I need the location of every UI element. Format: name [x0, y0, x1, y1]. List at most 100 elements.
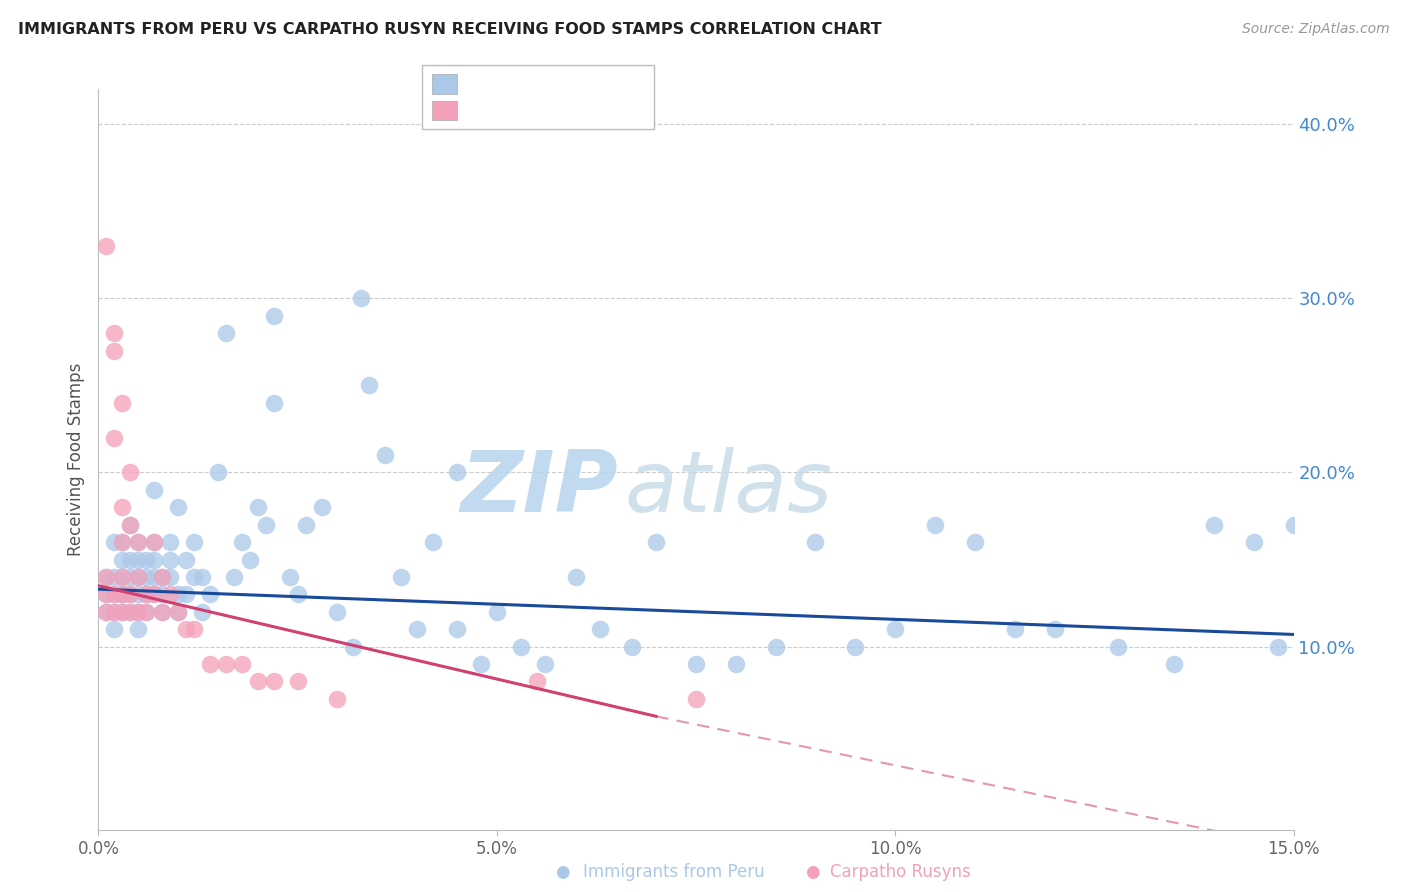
Carpatho Rusyns	[198, 657, 221, 671]
Carpatho Rusyns	[120, 517, 142, 532]
Immigrants from Peru	[685, 657, 707, 671]
Immigrants from Peru	[406, 622, 429, 636]
Carpatho Rusyns	[103, 605, 125, 619]
Carpatho Rusyns	[111, 605, 134, 619]
Immigrants from Peru	[143, 570, 166, 584]
Text: R =  -0.157: R = -0.157	[464, 101, 567, 119]
Immigrants from Peru	[135, 570, 157, 584]
Carpatho Rusyns	[326, 692, 349, 706]
Immigrants from Peru	[374, 448, 396, 462]
Carpatho Rusyns	[127, 535, 149, 549]
Immigrants from Peru	[159, 552, 181, 566]
Immigrants from Peru	[724, 657, 747, 671]
Immigrants from Peru	[589, 622, 612, 636]
Y-axis label: Receiving Food Stamps: Receiving Food Stamps	[66, 363, 84, 556]
Immigrants from Peru	[135, 552, 157, 566]
Immigrants from Peru	[127, 570, 149, 584]
Carpatho Rusyns	[96, 239, 118, 253]
Carpatho Rusyns	[103, 587, 125, 601]
Carpatho Rusyns	[127, 605, 149, 619]
Carpatho Rusyns	[135, 605, 157, 619]
Immigrants from Peru	[287, 587, 309, 601]
Immigrants from Peru	[254, 517, 277, 532]
Immigrants from Peru	[389, 570, 412, 584]
Immigrants from Peru	[120, 552, 142, 566]
Immigrants from Peru	[239, 552, 262, 566]
Immigrants from Peru	[215, 326, 238, 340]
Immigrants from Peru	[565, 570, 588, 584]
Immigrants from Peru	[127, 535, 149, 549]
Immigrants from Peru	[167, 587, 190, 601]
Text: ●: ●	[555, 863, 569, 881]
Carpatho Rusyns	[111, 587, 134, 601]
Immigrants from Peru	[509, 640, 531, 654]
Text: Source: ZipAtlas.com: Source: ZipAtlas.com	[1241, 22, 1389, 37]
Text: Carpatho Rusyns: Carpatho Rusyns	[830, 863, 970, 881]
Immigrants from Peru	[1202, 517, 1225, 532]
Text: N = 98: N = 98	[565, 74, 628, 92]
Carpatho Rusyns	[143, 587, 166, 601]
Immigrants from Peru	[884, 622, 907, 636]
Carpatho Rusyns	[159, 587, 181, 601]
Immigrants from Peru	[111, 570, 134, 584]
Immigrants from Peru	[621, 640, 644, 654]
Carpatho Rusyns	[111, 500, 134, 515]
Immigrants from Peru	[96, 587, 118, 601]
Immigrants from Peru	[111, 535, 134, 549]
Text: N = 41: N = 41	[565, 101, 628, 119]
Immigrants from Peru	[135, 587, 157, 601]
Carpatho Rusyns	[174, 622, 197, 636]
Immigrants from Peru	[246, 500, 269, 515]
Immigrants from Peru	[278, 570, 301, 584]
Immigrants from Peru	[150, 605, 173, 619]
Immigrants from Peru	[446, 466, 468, 480]
Immigrants from Peru	[143, 483, 166, 497]
Immigrants from Peru	[103, 605, 125, 619]
Immigrants from Peru	[111, 587, 134, 601]
Immigrants from Peru	[342, 640, 364, 654]
Immigrants from Peru	[765, 640, 787, 654]
Carpatho Rusyns	[287, 674, 309, 689]
Immigrants from Peru	[111, 605, 134, 619]
Text: R = -0.088: R = -0.088	[464, 74, 561, 92]
Immigrants from Peru	[263, 396, 285, 410]
Immigrants from Peru	[1107, 640, 1129, 654]
Immigrants from Peru	[96, 605, 118, 619]
Immigrants from Peru	[231, 535, 253, 549]
Immigrants from Peru	[311, 500, 333, 515]
Immigrants from Peru	[159, 570, 181, 584]
Carpatho Rusyns	[143, 535, 166, 549]
Carpatho Rusyns	[120, 466, 142, 480]
Immigrants from Peru	[359, 378, 381, 392]
Immigrants from Peru	[191, 605, 214, 619]
Carpatho Rusyns	[150, 605, 173, 619]
Immigrants from Peru	[143, 587, 166, 601]
Immigrants from Peru	[1004, 622, 1026, 636]
Immigrants from Peru	[533, 657, 555, 671]
Immigrants from Peru	[127, 552, 149, 566]
Immigrants from Peru	[150, 570, 173, 584]
Immigrants from Peru	[103, 570, 125, 584]
Immigrants from Peru	[150, 587, 173, 601]
Immigrants from Peru	[198, 587, 221, 601]
Immigrants from Peru	[1282, 517, 1305, 532]
Immigrants from Peru	[143, 535, 166, 549]
Immigrants from Peru	[326, 605, 349, 619]
Carpatho Rusyns	[103, 326, 125, 340]
Immigrants from Peru	[174, 552, 197, 566]
Immigrants from Peru	[804, 535, 827, 549]
Immigrants from Peru	[263, 309, 285, 323]
Immigrants from Peru	[470, 657, 492, 671]
Carpatho Rusyns	[120, 605, 142, 619]
Immigrants from Peru	[183, 570, 205, 584]
Immigrants from Peru	[167, 605, 190, 619]
Immigrants from Peru	[1243, 535, 1265, 549]
Immigrants from Peru	[183, 535, 205, 549]
Immigrants from Peru	[127, 622, 149, 636]
Carpatho Rusyns	[96, 587, 118, 601]
Carpatho Rusyns	[127, 570, 149, 584]
Immigrants from Peru	[924, 517, 946, 532]
Text: atlas: atlas	[624, 448, 832, 531]
Immigrants from Peru	[174, 587, 197, 601]
Immigrants from Peru	[120, 570, 142, 584]
